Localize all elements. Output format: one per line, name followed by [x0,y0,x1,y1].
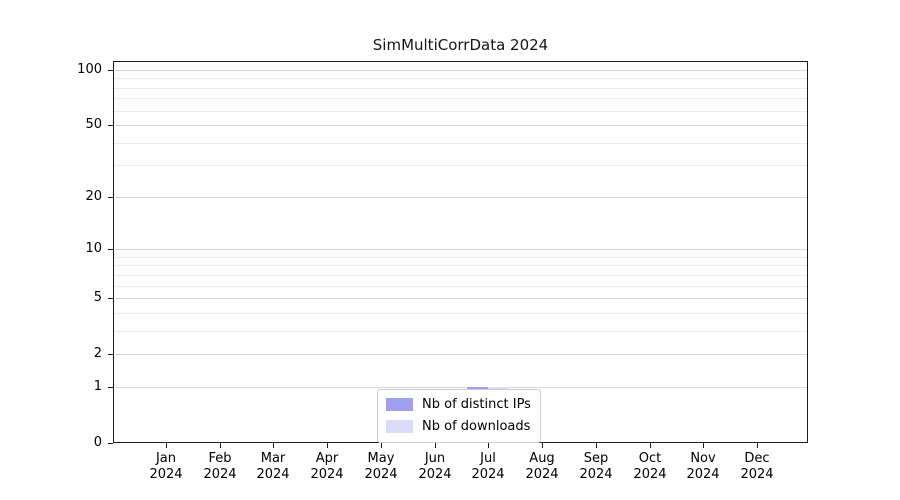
minor-gridline [114,98,807,99]
legend-item-distinct-ips: Nb of distinct IPs [386,395,531,414]
minor-gridline [114,275,807,276]
minor-gridline [114,78,807,79]
major-gridline [114,197,807,198]
y-tick-label: 20 [85,189,102,204]
y-tick-label: 10 [85,241,102,256]
x-tick-mark [650,443,651,448]
x-tick-label: Sep 2024 [579,451,613,482]
legend-item-downloads: Nb of downloads [386,417,531,436]
x-tick-mark [703,443,704,448]
x-tick-label: Aug 2024 [525,451,559,482]
x-tick-label: Jul 2024 [471,451,505,482]
x-tick-mark [327,443,328,448]
x-tick-label: Dec 2024 [740,451,774,482]
major-gridline [114,70,807,71]
x-tick-label: Feb 2024 [203,451,237,482]
x-tick-mark [757,443,758,448]
legend-swatch-distinct-ips-icon [386,398,413,411]
major-gridline [114,298,807,299]
y-tick-label: 100 [77,62,102,77]
x-tick-label: Mar 2024 [256,451,290,482]
x-tick-mark [166,443,167,448]
minor-gridline [114,111,807,112]
major-gridline [114,249,807,250]
minor-gridline [114,265,807,266]
x-tick-label: Oct 2024 [633,451,667,482]
y-tick-mark [108,443,113,444]
y-tick-label: 5 [93,290,102,305]
y-tick-mark [108,387,113,388]
x-tick-label: Apr 2024 [310,451,344,482]
y-tick-mark [108,298,113,299]
y-tick-mark [108,354,113,355]
legend-swatch-downloads-icon [386,420,413,433]
major-gridline [114,354,807,355]
y-tick-label: 50 [85,117,102,132]
x-tick-mark [273,443,274,448]
x-tick-mark [435,443,436,448]
y-tick-mark [108,70,113,71]
minor-gridline [114,331,807,332]
minor-gridline [114,257,807,258]
legend-label-distinct-ips: Nb of distinct IPs [422,397,531,412]
y-tick-label: 1 [93,379,102,394]
y-tick-mark [108,125,113,126]
minor-gridline [114,286,807,287]
legend: Nb of distinct IPs Nb of downloads [377,389,541,443]
x-tick-mark [220,443,221,448]
x-tick-mark [488,443,489,448]
major-gridline [114,125,807,126]
y-tick-mark [108,249,113,250]
x-tick-label: May 2024 [364,451,398,482]
minor-gridline [114,313,807,314]
minor-gridline [114,88,807,89]
minor-gridline [114,165,807,166]
x-tick-label: Jan 2024 [149,451,183,482]
y-tick-label: 0 [93,435,102,450]
y-tick-label: 2 [93,346,102,361]
minor-gridline [114,143,807,144]
plot-area [113,61,808,443]
x-tick-label: Nov 2024 [686,451,720,482]
legend-label-downloads: Nb of downloads [422,419,531,434]
x-tick-mark [381,443,382,448]
major-gridline [114,387,807,388]
x-tick-label: Jun 2024 [418,451,452,482]
x-tick-mark [542,443,543,448]
x-tick-mark [596,443,597,448]
y-tick-mark [108,197,113,198]
chart-title: SimMultiCorrData 2024 [372,36,549,54]
